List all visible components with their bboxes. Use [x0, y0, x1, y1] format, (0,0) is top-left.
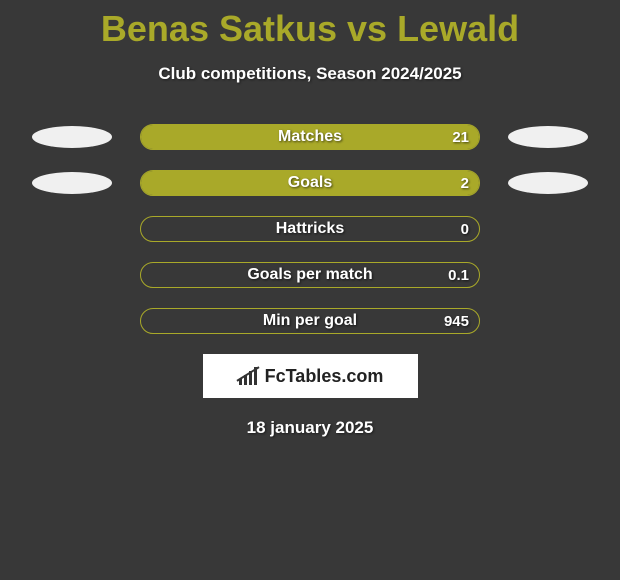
stat-value: 0 — [461, 217, 469, 241]
logo-text: FcTables.com — [265, 366, 384, 387]
stat-bar: Goals2 — [140, 170, 480, 196]
stat-row: Min per goal945 — [0, 308, 620, 334]
stat-value: 21 — [452, 125, 469, 149]
stat-row: Matches21 — [0, 124, 620, 150]
right-ellipse — [508, 126, 588, 148]
stat-bar: Min per goal945 — [140, 308, 480, 334]
logo-chart-icon — [237, 367, 259, 385]
stat-value: 0.1 — [448, 263, 469, 287]
stat-label: Min per goal — [141, 309, 479, 333]
stat-bar: Matches21 — [140, 124, 480, 150]
stat-bar: Hattricks0 — [140, 216, 480, 242]
subtitle: Club competitions, Season 2024/2025 — [0, 64, 620, 84]
stats-container: Matches21 Goals2 Hattricks0 Goals per match… — [0, 124, 620, 334]
stat-value: 945 — [444, 309, 469, 333]
left-ellipse — [32, 172, 112, 194]
stat-label: Matches — [141, 125, 479, 149]
left-ellipse — [32, 126, 112, 148]
stat-row: Goals2 — [0, 170, 620, 196]
right-ellipse — [508, 172, 588, 194]
logo-box[interactable]: FcTables.com — [203, 354, 418, 398]
stat-row: Goals per match0.1 — [0, 262, 620, 288]
stat-row: Hattricks0 — [0, 216, 620, 242]
stat-label: Hattricks — [141, 217, 479, 241]
stat-label: Goals per match — [141, 263, 479, 287]
stat-value: 2 — [461, 171, 469, 195]
stat-label: Goals — [141, 171, 479, 195]
page-title: Benas Satkus vs Lewald — [0, 0, 620, 50]
date-label: 18 january 2025 — [0, 418, 620, 438]
stat-bar: Goals per match0.1 — [140, 262, 480, 288]
